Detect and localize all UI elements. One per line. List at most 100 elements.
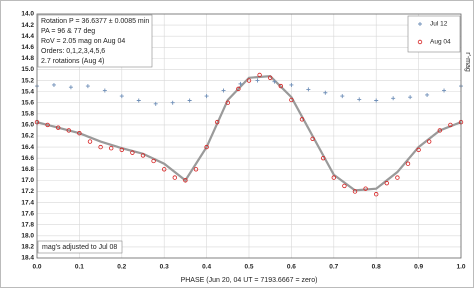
y-tick-label: 15.8 xyxy=(21,111,34,118)
point xyxy=(151,158,156,164)
plot-border xyxy=(36,13,462,259)
y-tick-label: 17.4 xyxy=(21,199,34,206)
point xyxy=(136,98,141,103)
point xyxy=(268,75,273,80)
point xyxy=(45,122,50,128)
legend-label: Aug 04 xyxy=(430,39,451,46)
x-tick-label: 1.0 xyxy=(456,264,465,271)
point xyxy=(323,90,328,95)
point xyxy=(289,82,294,87)
point xyxy=(255,78,260,83)
point xyxy=(98,144,103,150)
info-box xyxy=(37,14,153,68)
point xyxy=(130,150,135,155)
point xyxy=(77,131,82,136)
y-tick-label: 17.8 xyxy=(21,221,34,228)
y-tick-label: 14.4 xyxy=(21,33,34,40)
y-tick-label: 14.2 xyxy=(21,22,34,29)
x-tick-label: 0.0 xyxy=(32,264,41,271)
point xyxy=(357,97,362,102)
y-axis-label: r'-mag xyxy=(464,52,471,72)
point xyxy=(374,192,379,197)
point xyxy=(170,100,175,105)
point xyxy=(272,79,277,84)
y-tick-label: 17.0 xyxy=(21,177,34,184)
point xyxy=(187,98,192,103)
point xyxy=(102,88,107,93)
y-tick-label: 14.6 xyxy=(21,44,34,51)
y-tick-label: 18.4 xyxy=(21,255,34,262)
point xyxy=(442,88,447,93)
point xyxy=(66,128,71,133)
point xyxy=(183,178,188,183)
point xyxy=(221,88,226,93)
point xyxy=(238,81,243,86)
point xyxy=(108,145,114,151)
point xyxy=(119,147,124,153)
marks-layer xyxy=(34,72,464,197)
x-tick-label: 0.3 xyxy=(160,264,169,271)
point xyxy=(257,72,262,78)
point xyxy=(246,78,252,83)
x-axis-label: PHASE (Jun 20, 04 UT = 7193.6667 = zero) xyxy=(181,277,318,284)
point xyxy=(395,175,400,180)
y-tick-label: 14.0 xyxy=(21,11,34,18)
point xyxy=(342,183,347,189)
point xyxy=(340,94,345,99)
point xyxy=(161,167,167,172)
y-tick-label: 16.0 xyxy=(21,122,34,129)
point xyxy=(437,128,442,133)
point xyxy=(331,175,336,180)
point xyxy=(87,139,93,144)
point xyxy=(352,189,358,194)
x-tick-label: 0.9 xyxy=(414,264,423,271)
point xyxy=(172,175,177,180)
y-tick-label: 14.8 xyxy=(21,55,34,62)
y-tick-label: 17.6 xyxy=(21,210,34,217)
note: mag's adjusted to Jul 08 xyxy=(42,244,117,251)
legend-label: Jul 12 xyxy=(430,21,448,28)
x-tick-label: 0.1 xyxy=(75,264,84,271)
y-tick-label: 16.6 xyxy=(21,155,34,162)
info-line: PA = 96 & 77 deg xyxy=(41,28,95,35)
y-tick-label: 15.6 xyxy=(21,99,34,106)
point xyxy=(427,139,432,144)
point xyxy=(68,85,73,90)
y-tick-label: 15.0 xyxy=(21,66,34,73)
x-tick-label: 0.8 xyxy=(372,264,381,271)
point xyxy=(56,125,61,130)
point xyxy=(321,155,326,161)
point xyxy=(214,119,220,125)
info-line: 2.7 rotations (Aug 4) xyxy=(41,58,104,65)
point xyxy=(408,95,413,100)
point xyxy=(119,94,124,99)
point xyxy=(405,161,411,166)
point xyxy=(306,87,311,92)
x-tick-label: 0.2 xyxy=(117,264,126,271)
legend-marker xyxy=(417,39,423,45)
fit-curve xyxy=(36,74,462,192)
point xyxy=(363,186,368,191)
point xyxy=(236,86,241,92)
y-tick-label: 18.0 xyxy=(21,233,34,240)
point xyxy=(299,117,305,122)
y-tick-label: 17.2 xyxy=(21,188,34,195)
info-line: Orders: 0,1,2,3,4,5,6 xyxy=(41,48,105,55)
y-tick-label: 16.4 xyxy=(21,144,34,151)
x-tick-label: 0.6 xyxy=(287,264,296,271)
legend xyxy=(407,15,461,53)
point xyxy=(374,98,379,103)
y-tick-label: 16.8 xyxy=(21,166,34,173)
point xyxy=(310,136,315,141)
point xyxy=(204,144,209,150)
point xyxy=(85,84,90,89)
point xyxy=(193,167,199,172)
point xyxy=(384,180,389,186)
y-tick-label: 15.4 xyxy=(21,88,34,95)
point xyxy=(416,147,421,153)
note-box xyxy=(37,240,123,254)
point xyxy=(391,96,396,101)
x-tick-label: 0.4 xyxy=(202,264,211,271)
y-tick-label: 18.2 xyxy=(21,244,34,251)
